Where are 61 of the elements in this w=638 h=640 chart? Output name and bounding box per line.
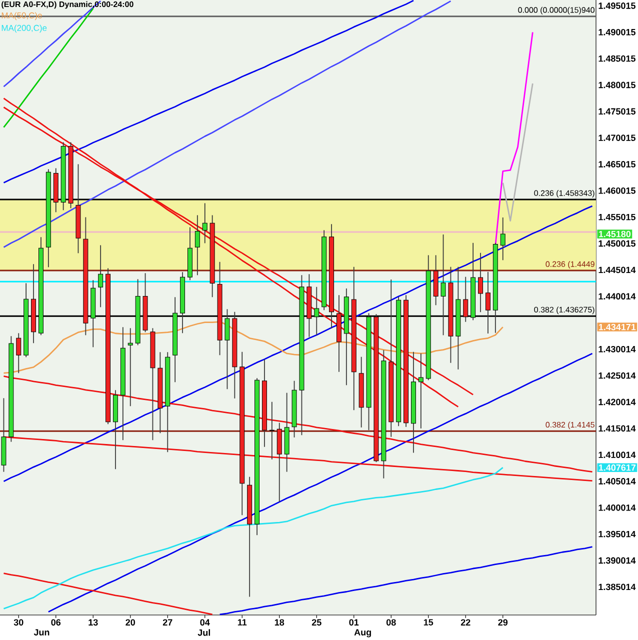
x-tick-label: 29 <box>498 619 508 626</box>
text: 1.45180 <box>598 230 631 238</box>
y-tick-label: 1.415014 <box>598 425 636 432</box>
x-tick-label: 06 <box>51 619 61 626</box>
y-tick-label: 1.475015 <box>598 108 636 115</box>
y-tick-label: 1.480015 <box>598 82 636 88</box>
text: 1.434171 <box>598 324 636 330</box>
y-tick-label: 1.390014 <box>598 557 636 564</box>
line-series <box>3 0 414 184</box>
text: MA(200,C)e <box>2 24 47 33</box>
x-tick-label: 15 <box>424 619 434 626</box>
text: Aug <box>354 629 371 638</box>
text: Jul <box>198 629 210 636</box>
candlestick <box>128 328 133 407</box>
line-series <box>3 375 593 473</box>
ref-line-label: 0.382 (1.436275) <box>534 306 594 314</box>
y-tick-label: 1.455015 <box>598 214 636 220</box>
candlestick <box>478 252 484 313</box>
y-tick-label: 1.485015 <box>598 55 636 62</box>
y-tick-label: 1.490015 <box>598 28 636 36</box>
x-tick-label: 25 <box>312 619 322 626</box>
y-tick-label: 1.420014 <box>598 398 636 406</box>
candlestick <box>418 353 424 429</box>
y-tick-label: 1.460015 <box>598 187 636 194</box>
x-tick-label: 18 <box>274 619 284 626</box>
y-tick-label: 1.430014 <box>598 346 636 352</box>
y-tick-label: 1.470015 <box>598 134 636 142</box>
ref-line-label: 0.236 (1.4449 <box>546 261 594 269</box>
line-series <box>494 32 534 246</box>
candlestick <box>202 202 208 244</box>
x-tick-label: 13 <box>88 619 98 626</box>
candlestick <box>98 244 104 308</box>
y-tick-label: 1.385014 <box>598 584 636 590</box>
y-tick-label: 1.410014 <box>598 452 636 458</box>
x-tick-label: 22 <box>460 619 470 626</box>
y-tick-label: 1.440014 <box>598 293 636 300</box>
x-tick-label: 27 <box>162 619 172 626</box>
y-tick-label: 1.395014 <box>598 530 636 538</box>
candlestick <box>194 214 200 276</box>
y-tick-label: 1.450015 <box>598 240 636 247</box>
candlestick <box>16 332 22 374</box>
y-tick-label: 1.425014 <box>598 372 636 379</box>
x-tick-label: 20 <box>126 619 136 626</box>
ref-line-label: 0.382 (1.4145 <box>546 422 594 430</box>
ref-line-label: 0.236 (1.458343) <box>534 190 594 198</box>
candlestick <box>500 217 506 261</box>
line-series <box>502 82 534 222</box>
candlestick <box>269 401 274 460</box>
y-tick-label: 1.465015 <box>598 161 636 168</box>
text: 1.407617 <box>598 464 636 471</box>
x-tick-label: 11 <box>238 619 247 626</box>
x-tick-label: 30 <box>14 619 24 626</box>
text: Jun <box>34 629 50 636</box>
x-tick-label: 04 <box>200 619 210 626</box>
y-tick-label: 1.400014 <box>598 504 636 511</box>
y-tick-label: 1.405014 <box>598 478 636 484</box>
x-tick-label: 08 <box>386 619 396 626</box>
y-tick-label: 1.495015 <box>598 2 636 9</box>
annotation: 0.000 (0.0000(15)940 <box>518 6 594 14</box>
x-tick-label: 01 <box>349 619 359 626</box>
y-tick-label: 1.445014 <box>598 266 636 274</box>
